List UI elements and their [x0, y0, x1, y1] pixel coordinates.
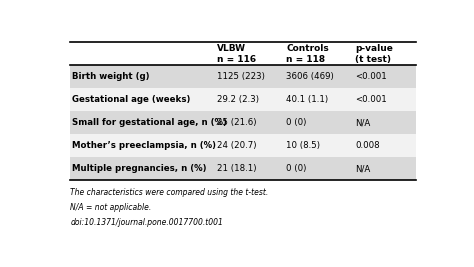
Text: 29.2 (2.3): 29.2 (2.3) — [217, 95, 259, 104]
Text: 10 (8.5): 10 (8.5) — [286, 141, 320, 150]
Text: The characteristics were compared using the t-test.: The characteristics were compared using … — [70, 188, 268, 197]
Text: 24 (20.7): 24 (20.7) — [217, 141, 256, 150]
Bar — [70, 65, 416, 88]
Text: p-value
(t test): p-value (t test) — [355, 44, 393, 64]
Text: <0.001: <0.001 — [355, 95, 387, 104]
Text: 0.008: 0.008 — [355, 141, 380, 150]
Bar — [70, 42, 416, 65]
Text: Small for gestational age, n (%): Small for gestational age, n (%) — [72, 118, 227, 127]
Text: 0 (0): 0 (0) — [286, 118, 307, 127]
Text: N/A: N/A — [355, 164, 371, 173]
Text: 40.1 (1.1): 40.1 (1.1) — [286, 95, 328, 104]
Text: VLBW
n = 116: VLBW n = 116 — [217, 44, 256, 64]
Text: N/A: N/A — [355, 118, 371, 127]
Text: Gestational age (weeks): Gestational age (weeks) — [72, 95, 191, 104]
Text: N/A = not applicable.: N/A = not applicable. — [70, 203, 152, 212]
Bar — [70, 157, 416, 180]
Text: 0 (0): 0 (0) — [286, 164, 307, 173]
Text: doi:10.1371/journal.pone.0017700.t001: doi:10.1371/journal.pone.0017700.t001 — [70, 218, 223, 227]
Bar — [70, 88, 416, 111]
Text: Multiple pregnancies, n (%): Multiple pregnancies, n (%) — [72, 164, 207, 173]
Text: <0.001: <0.001 — [355, 72, 387, 81]
Bar — [70, 134, 416, 157]
Text: 25 (21.6): 25 (21.6) — [217, 118, 256, 127]
Text: Controls
n = 118: Controls n = 118 — [286, 44, 329, 64]
Bar — [70, 111, 416, 134]
Text: Mother’s preeclampsia, n (%): Mother’s preeclampsia, n (%) — [72, 141, 216, 150]
Text: 1125 (223): 1125 (223) — [217, 72, 265, 81]
Text: 3606 (469): 3606 (469) — [286, 72, 334, 81]
Text: Birth weight (g): Birth weight (g) — [72, 72, 150, 81]
Text: 21 (18.1): 21 (18.1) — [217, 164, 256, 173]
